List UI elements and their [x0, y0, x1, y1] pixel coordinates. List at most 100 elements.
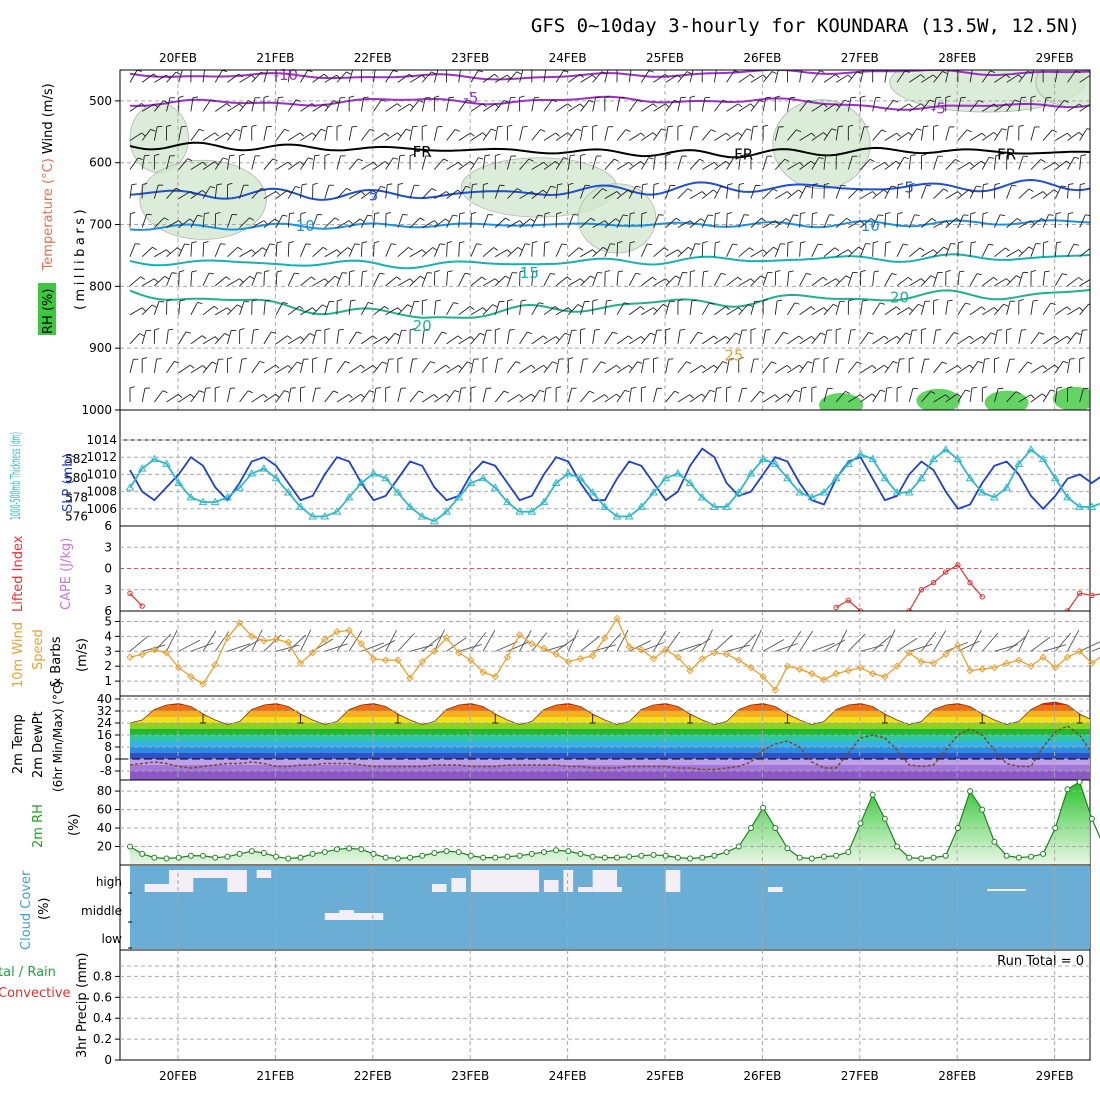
- wind-barb: [701, 302, 710, 316]
- wind-barb: [1042, 302, 1052, 316]
- thickness-marker: [527, 507, 537, 515]
- wind-speed-marker: [771, 686, 779, 694]
- wind-barb-tick: [604, 394, 609, 399]
- wind-barb-tick: [760, 275, 766, 279]
- wind-barb: [531, 189, 544, 199]
- wind-barb: [531, 335, 544, 345]
- wind-barb: [1030, 243, 1037, 257]
- ytick-label: 900: [89, 341, 112, 355]
- wind-barb-tick: [738, 182, 745, 186]
- wind-barb: [482, 155, 486, 170]
- wind-speed-marker: [296, 659, 305, 667]
- wind-barb: [178, 271, 180, 286]
- ylabel-wind-3: & Barbs: [49, 636, 64, 688]
- wind-barb: [580, 185, 586, 199]
- wind-barb: [275, 242, 278, 257]
- wind-barb: [738, 304, 749, 316]
- wind-barb-tick: [726, 386, 732, 389]
- wind-barb: [141, 278, 155, 287]
- wind-barb: [154, 217, 165, 228]
- wind-barb-tick: [213, 305, 219, 310]
- wind-barb-tick: [176, 247, 182, 251]
- wind-barb: [701, 129, 712, 141]
- rh2m-point: [687, 855, 694, 862]
- wind-barb: [1067, 213, 1069, 228]
- lifted-index-point: [930, 579, 937, 586]
- wind-barb-tick: [1016, 218, 1022, 222]
- wind-barb-tick: [295, 186, 301, 189]
- wind-barb: [969, 132, 983, 141]
- wind-barb: [920, 359, 925, 374]
- wind-barb-tick: [235, 128, 241, 132]
- wind-barb-tick: [981, 306, 986, 311]
- wind-barb: [1042, 214, 1049, 228]
- wind-barb-tick: [447, 241, 453, 244]
- wind-barb-tick: [1048, 214, 1054, 216]
- lifted-index-point: [833, 604, 839, 611]
- wind-barb: [263, 331, 272, 345]
- wind-barb-tick: [737, 276, 742, 281]
- wind-barb: [677, 97, 682, 112]
- wind-speed-marker: [211, 660, 219, 669]
- thickness-marker: [600, 502, 610, 510]
- wind-barb: [1055, 132, 1068, 141]
- wind-barb: [823, 247, 836, 258]
- wind-barb-tick: [174, 360, 180, 364]
- wind-barb-tick: [1042, 191, 1047, 196]
- wind10m-barb: [470, 632, 487, 652]
- wind-speed-marker: [1015, 656, 1023, 664]
- wind-barb-tick: [836, 328, 842, 331]
- thickness-marker: [1075, 502, 1085, 510]
- wind-barb: [519, 158, 530, 170]
- wind-barb-tick: [761, 217, 766, 222]
- wind10m-barb: [787, 631, 802, 652]
- wind-barb-tick: [324, 153, 330, 156]
- wind-barb-tick: [722, 361, 728, 364]
- wind-barb: [714, 99, 724, 112]
- wind-barb: [434, 191, 447, 199]
- date-label-bottom: 25FEB: [646, 1069, 684, 1083]
- ylabel-rh2m-1: 2m RH: [31, 804, 46, 848]
- wind-barb: [288, 161, 301, 170]
- rh2m-point: [638, 852, 645, 859]
- wind-barb-tick: [1091, 248, 1095, 251]
- wind-barb: [1067, 131, 1080, 141]
- wind-barb: [689, 218, 702, 228]
- rh2m-point: [1064, 786, 1071, 793]
- wind-barb: [361, 365, 374, 374]
- rh2m-point: [808, 855, 815, 862]
- wind-barb: [336, 361, 346, 374]
- ylabel-precip-2: (mm): [75, 953, 90, 988]
- wind-barb: [799, 336, 812, 345]
- wind-barb-tick: [457, 189, 462, 194]
- rh2m-fill: [130, 781, 1090, 865]
- wind-barb: [1042, 271, 1046, 286]
- wind10m-barb: [421, 635, 442, 652]
- wind-barb: [653, 388, 658, 403]
- wind-speed-marker: [126, 653, 134, 661]
- wind-barb-tick: [983, 183, 989, 186]
- wind-barb-tick: [794, 389, 800, 393]
- thickness-tick: 580: [65, 471, 88, 485]
- wind-barb-tick: [617, 67, 622, 68]
- wind-barb-tick: [812, 183, 818, 186]
- wind-barb-tick: [675, 217, 681, 222]
- rh2m-point: [906, 854, 913, 861]
- wind-barb: [616, 335, 629, 345]
- series-line-slp: [129, 447, 1100, 511]
- wind-barb: [799, 132, 812, 141]
- temp-band: [130, 753, 1090, 759]
- wind-barb: [835, 217, 847, 228]
- wind-barb-tick: [1063, 100, 1069, 103]
- wind-barb: [178, 70, 183, 83]
- wind-barb-tick: [495, 153, 501, 156]
- wind-barb-tick: [204, 212, 210, 215]
- wind-barb: [714, 160, 726, 170]
- wind-barb-tick: [334, 217, 340, 221]
- wind-barb: [921, 99, 930, 112]
- wind-barb-tick: [129, 386, 135, 389]
- rh2m-point: [127, 843, 133, 850]
- wind-barb-tick: [637, 361, 643, 364]
- wind-barb-tick: [409, 278, 414, 283]
- wind-barb: [507, 188, 518, 199]
